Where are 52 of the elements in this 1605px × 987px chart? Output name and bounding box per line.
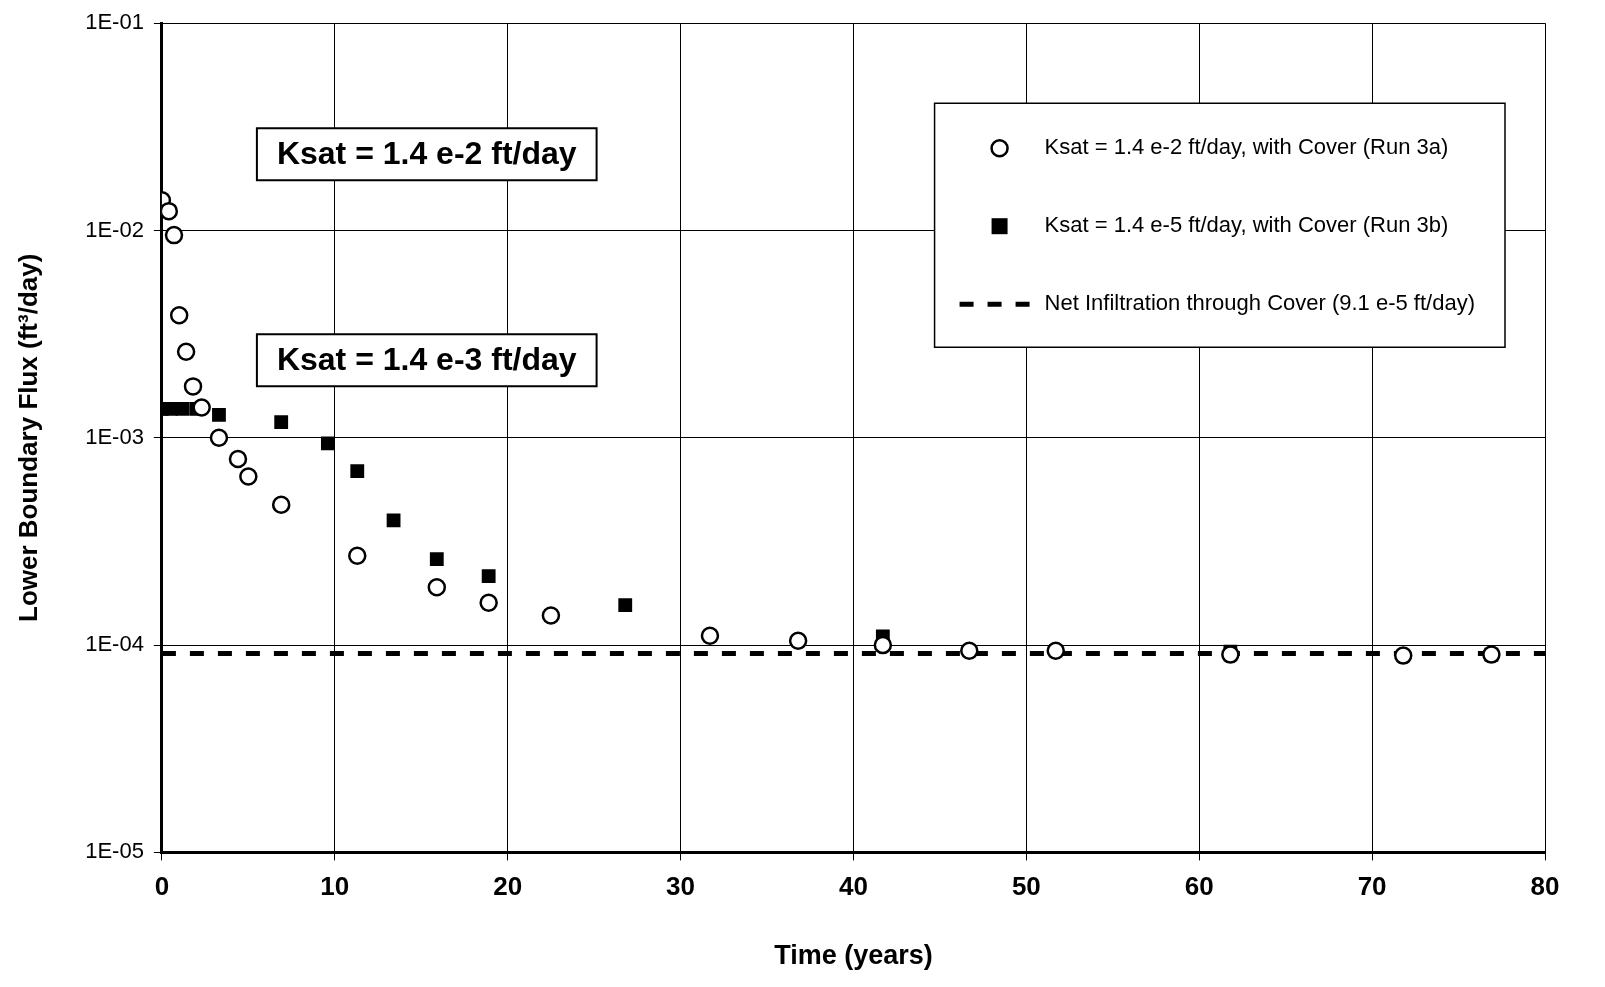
point (873, 635, 893, 655)
x-tick-label: 70 (1357, 871, 1387, 902)
annotation: Ksat = 1.4 e-3 ft/day (276, 341, 577, 378)
x-tick-label: 50 (1011, 871, 1041, 902)
point (183, 377, 203, 396)
x-tick-label: 0 (154, 871, 170, 902)
point (274, 415, 289, 430)
point (228, 449, 248, 469)
point (1393, 646, 1413, 665)
x-tick-label: 80 (1530, 871, 1560, 902)
point (169, 306, 189, 325)
point (386, 513, 401, 528)
point (271, 495, 291, 515)
point (239, 467, 258, 486)
point (788, 631, 808, 650)
point (209, 428, 229, 448)
point (618, 598, 633, 612)
legend-label: Ksat = 1.4 e-2 ft/day, with Cover (Run 3a) (1044, 134, 1449, 160)
y-tick-label: 1E-05 (85, 838, 144, 864)
x-tick-label: 60 (1184, 871, 1214, 902)
point (1046, 641, 1065, 660)
annotation: Ksat = 1.4 e-2 ft/day (276, 135, 577, 172)
point (541, 606, 561, 625)
x-tick-label: 40 (838, 871, 868, 902)
y-axis-title: Lower Boundary Flux (ft³/day) (12, 253, 43, 622)
x-tick-label: 20 (493, 871, 523, 902)
point (163, 401, 178, 416)
point (320, 436, 335, 451)
legend-label: Ksat = 1.4 e-5 ft/day, with Cover (Run 3b) (1044, 212, 1449, 238)
x-tick-label: 10 (320, 871, 350, 902)
x-tick-label: 30 (666, 871, 696, 902)
point (176, 342, 196, 362)
point (960, 641, 979, 660)
x-axis-title: Time (years) (774, 940, 933, 971)
y-tick-label: 1E-03 (85, 423, 144, 449)
legend-label: Net Infiltration through Cover (9.1 e-5 ft/day) (1044, 290, 1476, 316)
point (481, 569, 496, 584)
point (429, 552, 444, 566)
point (700, 626, 720, 645)
point (350, 464, 365, 479)
point (212, 407, 226, 422)
point (479, 593, 498, 613)
point (1221, 645, 1240, 664)
y-tick-label: 1E-02 (85, 216, 144, 242)
y-tick-label: 1E-04 (85, 631, 144, 657)
point (175, 401, 190, 416)
point (192, 398, 211, 417)
point (164, 225, 184, 245)
y-tick-label: 1E-01 (85, 9, 144, 35)
point (161, 201, 179, 221)
point (427, 578, 447, 597)
point (348, 546, 367, 565)
